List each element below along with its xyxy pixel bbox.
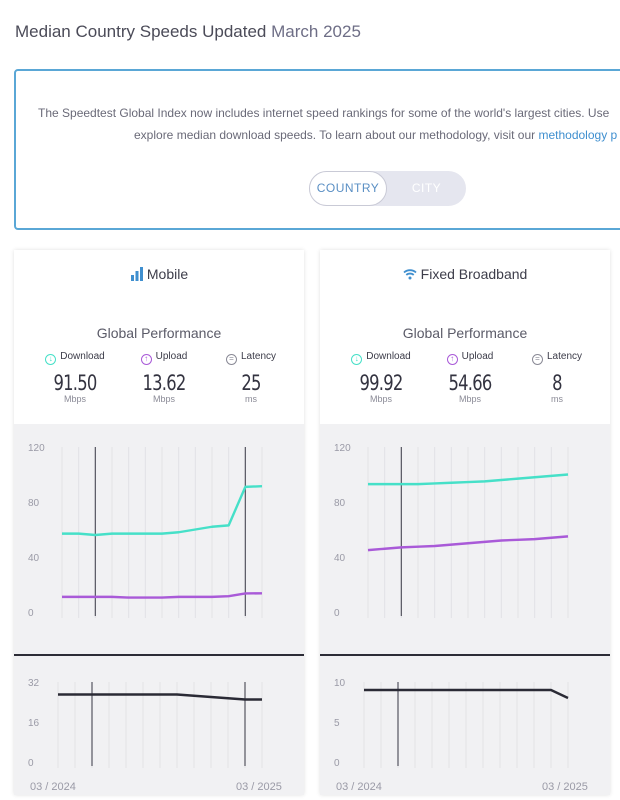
mobile-download-label: Download bbox=[60, 351, 105, 362]
y-tick-label: 40 bbox=[28, 553, 40, 564]
x-tick-label: 03 / 2024 bbox=[336, 781, 382, 793]
chart-divider bbox=[14, 654, 304, 656]
upload-arrow-icon: ↑ bbox=[140, 354, 152, 365]
fixed-upload-unit: Mbps bbox=[458, 394, 481, 404]
y-tick-label: 16 bbox=[28, 718, 40, 729]
chart-divider bbox=[320, 654, 610, 656]
heading-title: Median Country Speeds Updated bbox=[15, 22, 267, 41]
info-panel: The Speedtest Global Index now includes … bbox=[14, 69, 620, 230]
page-heading: Median Country Speeds Updated March 2025 bbox=[15, 22, 361, 42]
download-arrow-icon: ↓ bbox=[45, 354, 57, 365]
y-tick-label: 120 bbox=[334, 443, 351, 454]
series-line-download bbox=[62, 484, 263, 537]
download-arrow-icon: ↓ bbox=[351, 354, 363, 365]
latency-gauge-icon: = bbox=[531, 354, 543, 365]
info-text: The Speedtest Global Index now includes … bbox=[38, 102, 620, 146]
fixed-title-text: Fixed Broadband bbox=[420, 266, 528, 282]
fixed-latency-chart: 10 5 0 03 / 2024 03 / 2025 bbox=[334, 678, 588, 793]
mobile-card-title: Mobile bbox=[14, 266, 304, 282]
upload-arrow-icon: ↑ bbox=[446, 354, 458, 365]
info-line-2-text: explore median download speeds. To learn… bbox=[134, 128, 536, 142]
x-tick-label: 03 / 2024 bbox=[30, 781, 76, 793]
x-tick-label: 03 / 2025 bbox=[542, 781, 588, 793]
y-tick-label: 10 bbox=[334, 678, 346, 689]
fixed-upload-label: Upload bbox=[461, 351, 494, 362]
series-line-download bbox=[368, 473, 569, 486]
latency-gauge-icon: = bbox=[225, 354, 237, 365]
methodology-link[interactable]: methodology p bbox=[538, 128, 618, 142]
fixed-global-performance: Global Performance bbox=[402, 325, 528, 341]
y-tick-label: 40 bbox=[334, 553, 346, 564]
mobile-download-value: 91.50 bbox=[53, 371, 98, 395]
y-tick-label: 5 bbox=[334, 718, 340, 729]
toggle-city-option[interactable]: CITY bbox=[411, 181, 442, 195]
mobile-speed-chart-area: 120 80 40 0 bbox=[14, 424, 304, 654]
fixed-download-label: Download bbox=[366, 351, 411, 362]
info-line-2: explore median download speeds. To learn… bbox=[38, 124, 620, 146]
fixed-latency-metric: = Latency 8 ms bbox=[525, 351, 589, 404]
mobile-latency-unit: ms bbox=[245, 394, 257, 404]
mobile-download-metric: ↓ Download 91.50 Mbps bbox=[36, 351, 114, 404]
y-tick-label: 80 bbox=[28, 498, 40, 509]
series-line-upload bbox=[62, 592, 263, 599]
fixed-download-metric: ↓ Download 99.92 Mbps bbox=[342, 351, 420, 404]
signal-bars-icon bbox=[130, 267, 143, 281]
mobile-download-unit: Mbps bbox=[63, 394, 86, 404]
fixed-latency-label: Latency bbox=[546, 351, 583, 362]
mobile-upload-label: Upload bbox=[155, 351, 188, 362]
fixed-upload-metric: ↑ Upload 54.66 Mbps bbox=[438, 351, 502, 404]
fixed-latency-chart-area: 10 5 0 03 / 2024 03 / 2025 bbox=[320, 656, 610, 795]
mobile-card: Mobile Global Performance ↓ Download 91.5… bbox=[14, 250, 304, 795]
mobile-speed-chart: 120 80 40 0 bbox=[28, 443, 263, 619]
info-line-1: The Speedtest Global Index now includes … bbox=[38, 106, 610, 120]
toggle-country-option[interactable]: COUNTRY bbox=[309, 171, 387, 206]
mobile-title-text: Mobile bbox=[146, 266, 189, 282]
mobile-upload-metric: ↑ Upload 13.62 Mbps bbox=[132, 351, 196, 404]
wifi-icon bbox=[403, 269, 417, 280]
fixed-card-title: Fixed Broadband bbox=[320, 266, 610, 282]
fixed-download-value: 99.92 bbox=[359, 371, 404, 395]
series-line-latency bbox=[364, 688, 569, 700]
fixed-broadband-card: Fixed Broadband Global Performance ↓ Down… bbox=[320, 250, 610, 795]
mobile-global-performance: Global Performance bbox=[96, 325, 222, 341]
mobile-upload-unit: Mbps bbox=[152, 394, 175, 404]
y-tick-label: 120 bbox=[28, 443, 45, 454]
mobile-latency-chart-area: 32 16 0 03 / 2024 03 / 2025 bbox=[14, 656, 304, 795]
y-tick-label: 80 bbox=[334, 498, 346, 509]
fixed-latency-unit: ms bbox=[551, 394, 563, 404]
heading-date: March 2025 bbox=[271, 22, 361, 41]
y-tick-label: 0 bbox=[28, 758, 34, 769]
fixed-speed-chart: 120 80 40 0 bbox=[334, 443, 569, 619]
y-tick-label: 0 bbox=[28, 608, 34, 619]
fixed-download-unit: Mbps bbox=[369, 394, 392, 404]
x-tick-label: 03 / 2025 bbox=[236, 781, 282, 793]
series-line-upload bbox=[367, 535, 569, 552]
y-tick-label: 32 bbox=[28, 678, 40, 689]
mobile-latency-metric: = Latency 25 ms bbox=[219, 351, 283, 404]
y-tick-label: 0 bbox=[334, 608, 340, 619]
mobile-latency-label: Latency bbox=[240, 351, 277, 362]
mobile-latency-value: 25 bbox=[241, 371, 261, 395]
mobile-upload-value: 13.62 bbox=[142, 371, 187, 395]
y-tick-label: 0 bbox=[334, 758, 340, 769]
mobile-latency-chart: 32 16 0 03 / 2024 03 / 2025 bbox=[28, 678, 282, 793]
series-line-latency bbox=[58, 693, 262, 701]
fixed-latency-value: 8 bbox=[552, 371, 562, 395]
country-city-toggle[interactable]: COUNTRY CITY bbox=[309, 171, 466, 206]
fixed-upload-value: 54.66 bbox=[448, 371, 493, 395]
fixed-speed-chart-area: 120 80 40 0 bbox=[320, 424, 610, 654]
